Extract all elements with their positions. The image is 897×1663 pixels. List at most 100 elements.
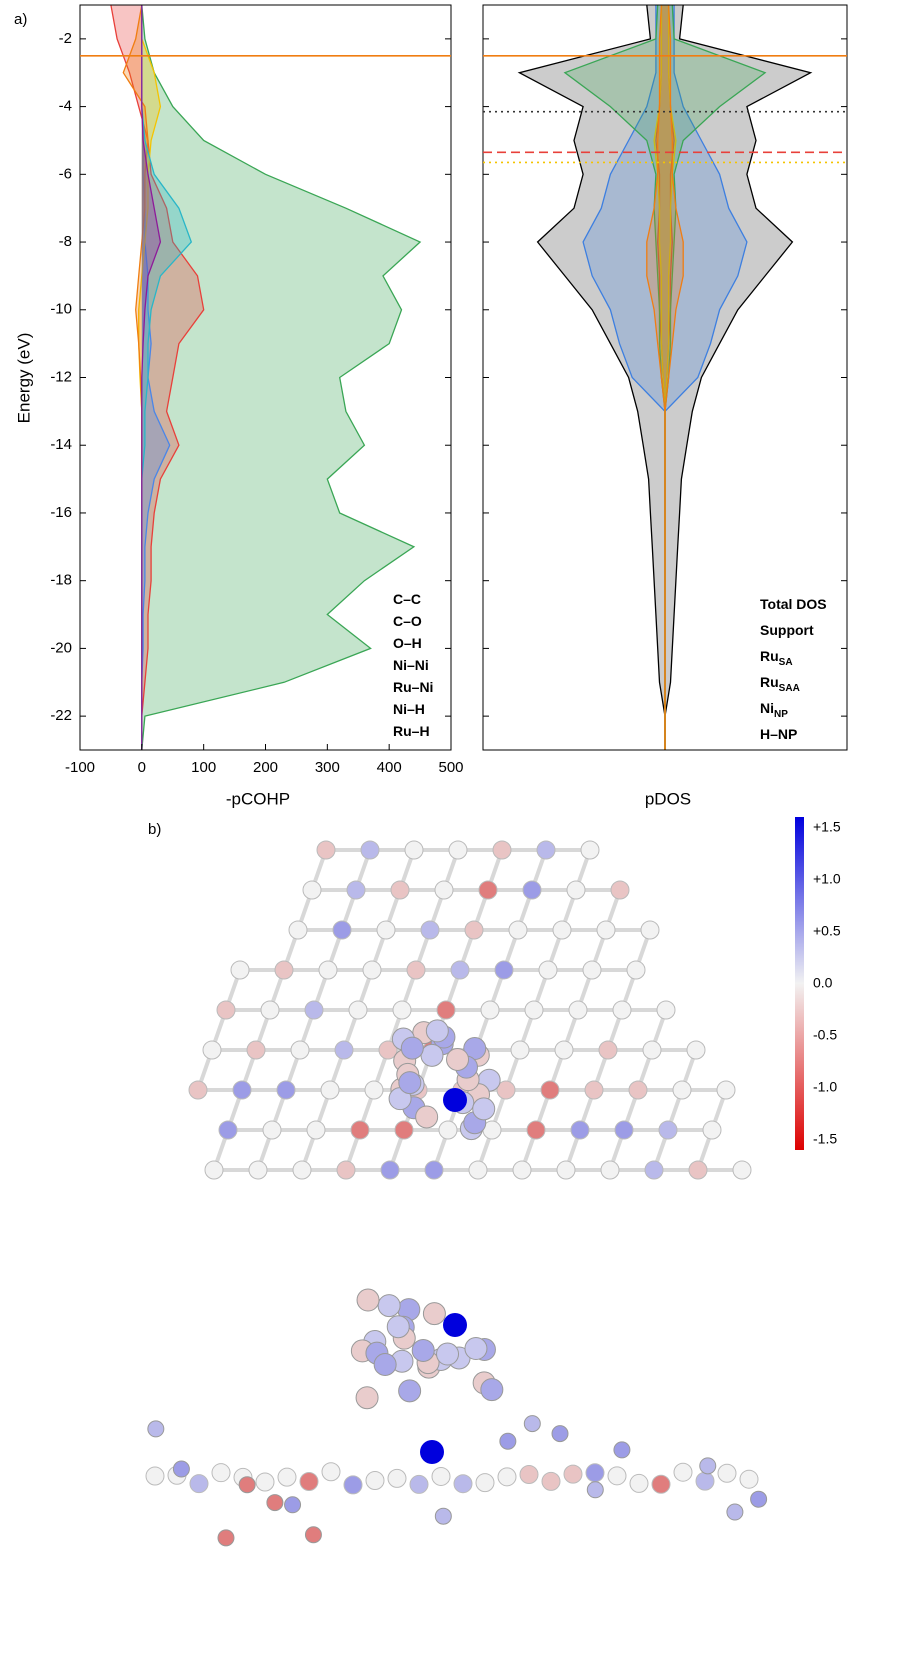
atom [688, 1160, 708, 1180]
atom [343, 1475, 363, 1495]
atom [716, 1080, 736, 1100]
atom [541, 1471, 561, 1491]
colorbar-label: +1.0 [813, 871, 841, 887]
atom [686, 1040, 706, 1060]
atom [480, 1000, 500, 1020]
colorbar-label: +0.5 [813, 923, 841, 939]
atom [438, 1120, 458, 1140]
legend-label: RuSAA [760, 674, 800, 694]
atom [508, 920, 528, 940]
atom [563, 1464, 583, 1484]
atom [424, 1160, 444, 1180]
atom [480, 1378, 504, 1402]
atom [394, 1120, 414, 1140]
atom [640, 920, 660, 940]
atom [434, 1507, 452, 1525]
legend-name: Ni–H [393, 701, 425, 717]
atom [318, 960, 338, 980]
atom [726, 1503, 744, 1521]
atom [472, 1097, 496, 1121]
atom [387, 1468, 407, 1488]
atom [292, 1160, 312, 1180]
dos-curve [646, 5, 666, 750]
atom [202, 1040, 222, 1060]
atom [695, 1471, 715, 1491]
atom [266, 1494, 284, 1512]
atom [464, 1337, 488, 1361]
y-tick-label: -14 [50, 436, 72, 453]
atom [304, 1000, 324, 1020]
atom [274, 960, 294, 980]
atom [443, 1088, 467, 1112]
atom [420, 1043, 444, 1067]
atom [230, 960, 250, 980]
legend-name: Ru–H [393, 723, 430, 739]
legend-label: Ni–H [393, 701, 425, 717]
legend-subscript: NP [774, 709, 788, 720]
y-tick-label: -10 [50, 301, 72, 318]
atom [398, 1379, 422, 1403]
legend-name: O–H [393, 635, 422, 651]
atom [431, 1466, 451, 1486]
atom [400, 1036, 424, 1060]
atom [468, 1160, 488, 1180]
area-fill [654, 5, 676, 750]
atom [145, 1466, 165, 1486]
atom [188, 1080, 208, 1100]
atom [584, 1080, 604, 1100]
atom [580, 840, 600, 860]
atom [290, 1040, 310, 1060]
x-tick-label: 300 [315, 759, 340, 776]
atom [332, 920, 352, 940]
atom [299, 1472, 319, 1492]
atom [523, 1415, 541, 1433]
atom [497, 1467, 517, 1487]
atom [276, 1080, 296, 1100]
legend-label: NiNP [760, 700, 788, 720]
atom [656, 1000, 676, 1020]
dos-curve [664, 5, 813, 750]
atom [496, 1080, 516, 1100]
atom [218, 1120, 238, 1140]
area-fill [141, 5, 421, 750]
atom [610, 880, 630, 900]
atom [415, 1105, 439, 1129]
x-tick-label: -100 [65, 759, 95, 776]
atom [246, 1040, 266, 1060]
atom [262, 1120, 282, 1140]
atom [739, 1469, 759, 1489]
atom [629, 1473, 649, 1493]
legend-name: C–C [393, 591, 421, 607]
atom [436, 1000, 456, 1020]
atom [217, 1529, 235, 1547]
area-fill [141, 5, 192, 750]
cohp-plot [110, 5, 422, 750]
atom [568, 1000, 588, 1020]
atom [596, 920, 616, 940]
atom [321, 1462, 341, 1482]
atom [255, 1472, 275, 1492]
x-tick-label: 100 [191, 759, 216, 776]
atom [386, 1315, 410, 1339]
y-tick-label: -6 [59, 165, 72, 182]
legend-label: Ru–Ni [393, 679, 433, 695]
atom [350, 1120, 370, 1140]
atom [348, 1000, 368, 1020]
atom [702, 1120, 722, 1140]
area-fill [110, 5, 204, 750]
atom [612, 1000, 632, 1020]
legend-name: Ru–Ni [393, 679, 433, 695]
atom [316, 840, 336, 860]
area-fill [519, 5, 811, 750]
dos-plot [517, 5, 813, 750]
legend-label: C–O [393, 613, 422, 629]
legend-name: Ru [760, 648, 779, 664]
atom [598, 1040, 618, 1060]
atom [448, 840, 468, 860]
dos-curve [517, 5, 666, 750]
atom [556, 1160, 576, 1180]
atom [189, 1474, 209, 1494]
atom [378, 1040, 398, 1060]
atom [411, 1338, 435, 1362]
atom [204, 1160, 224, 1180]
